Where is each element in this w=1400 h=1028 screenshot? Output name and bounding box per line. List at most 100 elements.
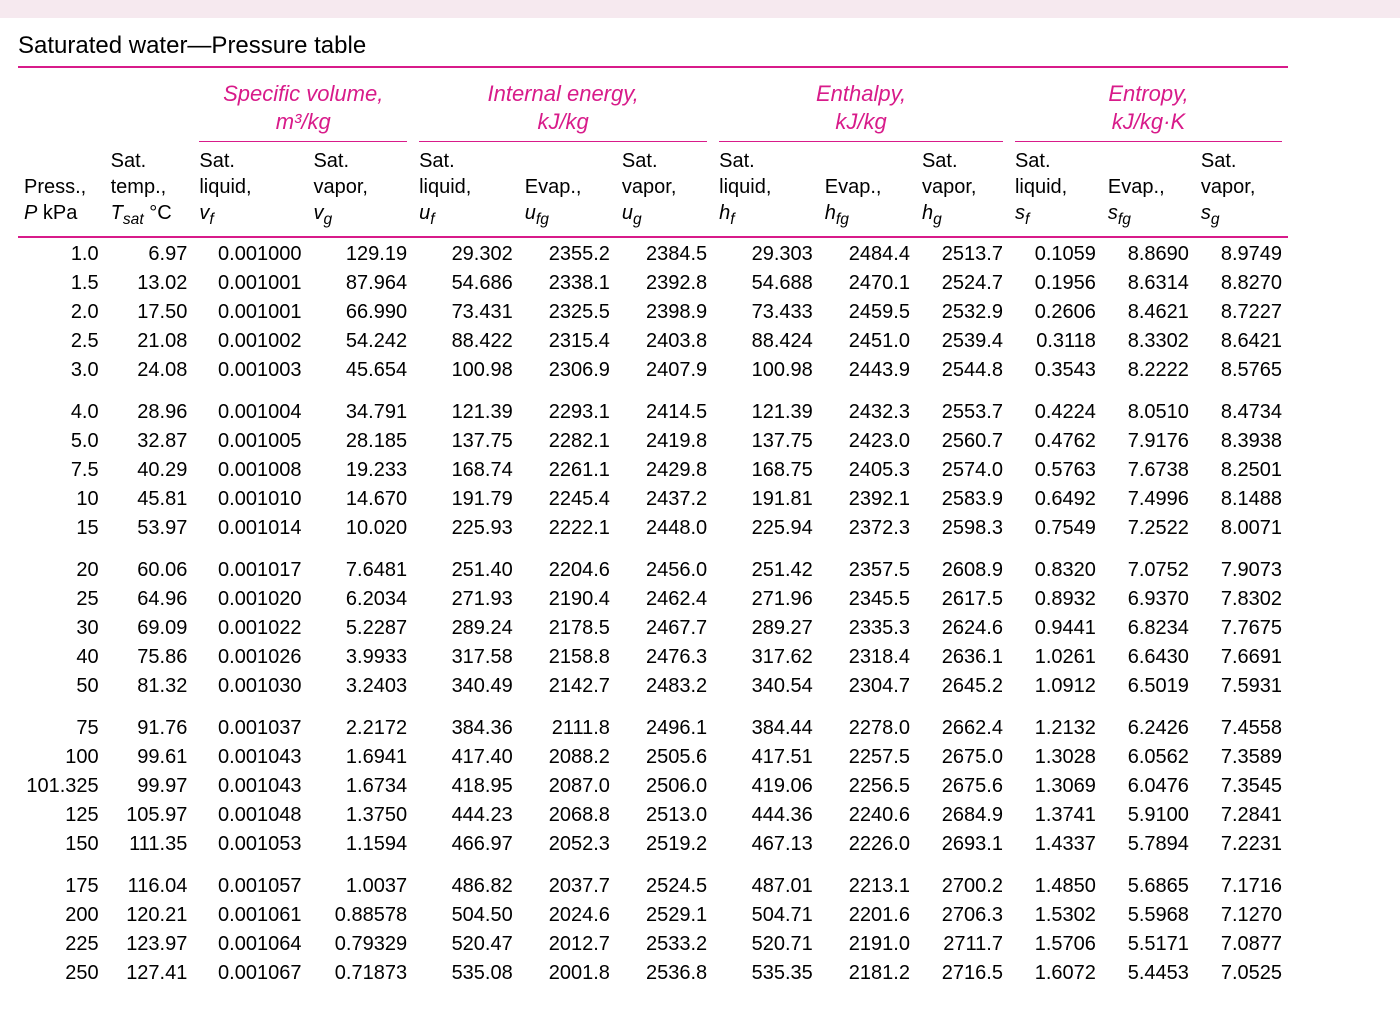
content-area: Saturated water—Pressure table Specific … xyxy=(0,32,1400,1028)
column-header-cell: liquid, xyxy=(1009,174,1102,200)
column-header-cell: Evap., xyxy=(819,174,916,200)
table-cell: 6.9370 xyxy=(1102,585,1195,614)
table-cell: 2524.5 xyxy=(616,859,713,901)
table-cell: 225 xyxy=(18,930,105,959)
table-cell: 8.4734 xyxy=(1195,385,1288,427)
table-cell: 2536.8 xyxy=(616,959,713,988)
table-cell: 14.670 xyxy=(307,485,413,514)
table-cell: 87.964 xyxy=(307,269,413,298)
table-cell: 7.8302 xyxy=(1195,585,1288,614)
table-cell: 2513.0 xyxy=(616,801,713,830)
table-row: 175116.040.0010571.0037486.822037.72524.… xyxy=(18,859,1288,901)
table-row: 2060.060.0010177.6481251.402204.62456.02… xyxy=(18,543,1288,585)
column-header-cell: Sat. xyxy=(193,148,307,174)
group-label-line1: Specific volume, xyxy=(223,81,383,106)
table-cell: 0.4224 xyxy=(1009,385,1102,427)
table-head: Specific volume, m³/kg Internal energy, … xyxy=(18,76,1288,240)
table-cell: 121.39 xyxy=(713,385,819,427)
group-label-line1: Enthalpy, xyxy=(816,81,906,106)
table-cell: 54.686 xyxy=(413,269,519,298)
table-cell: 2553.7 xyxy=(916,385,1009,427)
table-cell: 2560.7 xyxy=(916,427,1009,456)
table-cell: 5.2287 xyxy=(307,614,413,643)
table-cell: 8.8270 xyxy=(1195,269,1288,298)
table-cell: 7.2522 xyxy=(1102,514,1195,543)
table-cell: 225.93 xyxy=(413,514,519,543)
table-cell: 7.2841 xyxy=(1195,801,1288,830)
column-header-cell: vapor, xyxy=(916,174,1009,200)
table-cell: 2598.3 xyxy=(916,514,1009,543)
table-cell: 444.23 xyxy=(413,801,519,830)
table-cell: 2662.4 xyxy=(916,701,1009,743)
table-cell: 75.86 xyxy=(105,643,194,672)
table-cell: 7.9176 xyxy=(1102,427,1195,456)
table-row: 1045.810.00101014.670191.792245.42437.21… xyxy=(18,485,1288,514)
table-cell: 8.2222 xyxy=(1102,356,1195,385)
table-cell: 1.3741 xyxy=(1009,801,1102,830)
table-cell: 10 xyxy=(18,485,105,514)
table-cell: 0.001043 xyxy=(193,772,307,801)
table-cell: 2407.9 xyxy=(616,356,713,385)
table-cell: 271.96 xyxy=(713,585,819,614)
table-cell: 2226.0 xyxy=(819,830,916,859)
table-cell: 340.54 xyxy=(713,672,819,701)
table-cell: 1.0261 xyxy=(1009,643,1102,672)
table-cell: 191.81 xyxy=(713,485,819,514)
table-cell: 5.4453 xyxy=(1102,959,1195,988)
table-cell: 2158.8 xyxy=(519,643,616,672)
group-header-specific-volume: Specific volume, m³/kg xyxy=(193,76,413,148)
table-cell: 2261.1 xyxy=(519,456,616,485)
group-header-enthalpy: Enthalpy, kJ/kg xyxy=(713,76,1009,148)
table-cell: 0.001000 xyxy=(193,240,307,269)
table-cell: 2529.1 xyxy=(616,901,713,930)
table-cell: 6.0476 xyxy=(1102,772,1195,801)
table-cell: 2392.8 xyxy=(616,269,713,298)
table-cell: 45.654 xyxy=(307,356,413,385)
table-cell: 2675.0 xyxy=(916,743,1009,772)
table-cell: 168.75 xyxy=(713,456,819,485)
table-cell: 2068.8 xyxy=(519,801,616,830)
table-cell: 0.001026 xyxy=(193,643,307,672)
table-cell: 0.001001 xyxy=(193,298,307,327)
table-cell: 2.0 xyxy=(18,298,105,327)
group-label-line2: kJ/kg·K xyxy=(1112,109,1185,134)
table-cell: 2037.7 xyxy=(519,859,616,901)
table-cell: 2711.7 xyxy=(916,930,1009,959)
table-cell: 66.990 xyxy=(307,298,413,327)
table-cell: 1.2132 xyxy=(1009,701,1102,743)
table-cell: 168.74 xyxy=(413,456,519,485)
table-row: 225123.970.0010640.79329520.472012.72533… xyxy=(18,930,1288,959)
table-cell: 7.9073 xyxy=(1195,543,1288,585)
table-cell: 2544.8 xyxy=(916,356,1009,385)
table-cell: 7.1716 xyxy=(1195,859,1288,901)
table-cell: 1.3028 xyxy=(1009,743,1102,772)
table-cell: 7.4996 xyxy=(1102,485,1195,514)
table-cell: 7.0525 xyxy=(1195,959,1288,988)
group-header-internal-energy: Internal energy, kJ/kg xyxy=(413,76,713,148)
table-cell: 2256.5 xyxy=(819,772,916,801)
table-cell: 2338.1 xyxy=(519,269,616,298)
table-cell: 121.39 xyxy=(413,385,519,427)
table-cell: 2088.2 xyxy=(519,743,616,772)
group-header-blank xyxy=(18,76,193,148)
table-row: 1.06.970.001000129.1929.3022355.22384.52… xyxy=(18,240,1288,269)
table-cell: 129.19 xyxy=(307,240,413,269)
table-cell: 520.47 xyxy=(413,930,519,959)
column-header-cell: ufg xyxy=(519,200,616,237)
column-header-cell: Sat. xyxy=(916,148,1009,174)
table-cell: 487.01 xyxy=(713,859,819,901)
column-header-cell: uf xyxy=(413,200,519,237)
table-cell: 2443.9 xyxy=(819,356,916,385)
table-cell: 0.001064 xyxy=(193,930,307,959)
table-cell: 0.001003 xyxy=(193,356,307,385)
top-rule xyxy=(18,66,1288,68)
table-cell: 19.233 xyxy=(307,456,413,485)
table-cell: 150 xyxy=(18,830,105,859)
column-header-cell: liquid, xyxy=(413,174,519,200)
table-cell: 0.001004 xyxy=(193,385,307,427)
table-cell: 2684.9 xyxy=(916,801,1009,830)
column-header-cell: sf xyxy=(1009,200,1102,237)
table-cell: 28.96 xyxy=(105,385,194,427)
table-cell: 0.001053 xyxy=(193,830,307,859)
table-row: 2.017.500.00100166.99073.4312325.52398.9… xyxy=(18,298,1288,327)
